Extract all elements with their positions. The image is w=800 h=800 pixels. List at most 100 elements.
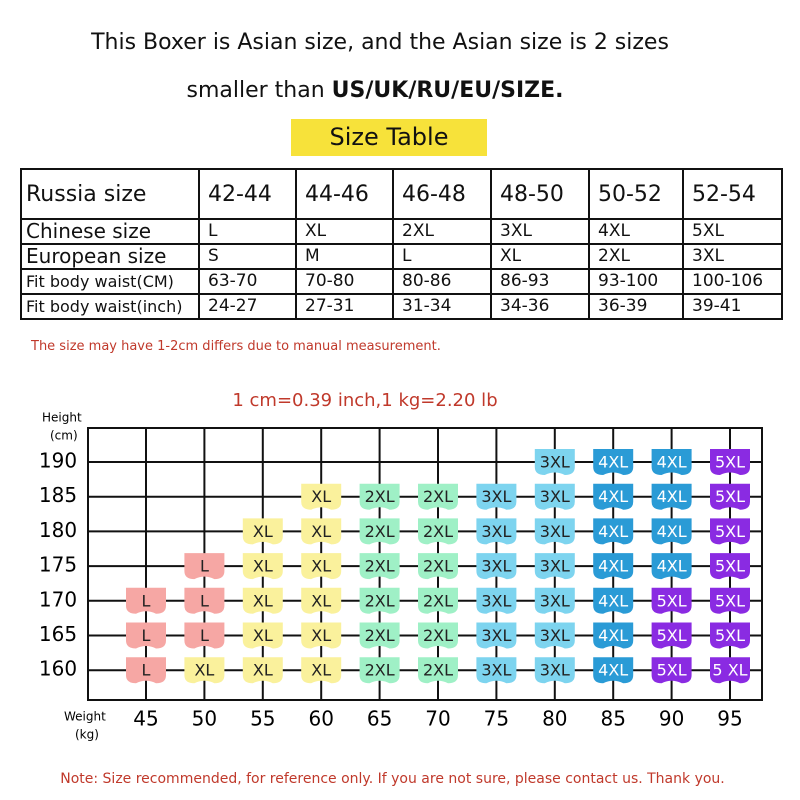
weight-label: 60 [308, 707, 333, 731]
table-cell: 34-36 [490, 293, 590, 320]
size-label: 4XL [598, 557, 628, 576]
table-cell: Russia size [20, 168, 200, 220]
height-label: 165 [39, 622, 77, 646]
size-badge [710, 657, 750, 684]
table-cell: XL [490, 243, 590, 270]
table-cell: 36-39 [588, 293, 684, 320]
table-cell: 93-100 [588, 268, 684, 295]
table-cell: L [198, 218, 297, 245]
size-badge [593, 518, 634, 545]
size-badge [301, 518, 342, 545]
table-row: European size S M L XL 2XL 3XL [20, 243, 783, 270]
table-cell: 100-106 [682, 268, 783, 295]
table-cell: 42-44 [198, 168, 297, 220]
table-cell: 70-80 [295, 268, 394, 295]
table-cell: S [198, 243, 297, 270]
headline-bold: US/UK/RU/EU/SIZE. [331, 78, 564, 103]
table-cell: 48-50 [490, 168, 590, 220]
size-label: 5XL [657, 591, 687, 610]
size-badge [418, 657, 458, 684]
table-row: Fit body waist(inch) 24-27 27-31 31-34 34-36… [20, 293, 783, 320]
size-label: 3XL [540, 626, 570, 645]
size-label: XL [311, 522, 331, 541]
size-badge [651, 622, 692, 649]
size-label: 2XL [365, 487, 395, 506]
size-label: 4XL [598, 487, 628, 506]
size-badge [184, 657, 225, 684]
y-title: (cm) [50, 429, 78, 443]
size-label: 5 XL [712, 661, 747, 680]
weight-label: 90 [659, 707, 684, 731]
size-label: L [200, 591, 209, 610]
size-label: XL [311, 557, 331, 576]
size-badge [534, 587, 575, 614]
size-badge [534, 483, 575, 510]
size-badge [593, 622, 634, 649]
size-label: L [142, 591, 151, 610]
weight-label: 95 [717, 707, 742, 731]
weight-label: 85 [600, 707, 625, 731]
size-badge [184, 622, 225, 649]
size-badge [418, 553, 458, 580]
size-badge [126, 587, 166, 614]
size-label: 4XL [657, 522, 687, 541]
size-badge [184, 587, 225, 614]
size-label: 3XL [481, 591, 511, 610]
size-label: 5XL [715, 557, 745, 576]
table-cell: 24-27 [198, 293, 297, 320]
size-table: Russia size 42-44 44-46 46-48 48-50 50-52 52-5… [20, 168, 783, 320]
size-label: 3XL [481, 557, 511, 576]
size-label: 2XL [423, 591, 453, 610]
size-badge [651, 553, 692, 580]
grid-border [87, 427, 763, 701]
size-badge [710, 622, 750, 649]
size-badge [593, 483, 634, 510]
height-label: 175 [39, 553, 77, 577]
size-badge [301, 657, 342, 684]
table-cell: European size [20, 243, 200, 270]
size-label: 2XL [365, 557, 395, 576]
conversion: 1 cm=0.39 inch,1 kg=2.20 lb [232, 390, 497, 411]
size-label: 4XL [657, 487, 687, 506]
weight-label: 50 [192, 707, 217, 731]
size-label: 5XL [657, 626, 687, 645]
headline-text: smaller than [186, 78, 325, 103]
size-badge [184, 553, 225, 580]
size-label: XL [311, 487, 331, 506]
size-badge [593, 657, 634, 684]
table-cell: 27-31 [295, 293, 394, 320]
size-label: 4XL [598, 522, 628, 541]
size-badge [418, 518, 458, 545]
table-cell: 52-54 [682, 168, 783, 220]
height-label: 185 [39, 483, 77, 507]
table-row: Fit body waist(CM) 63-70 70-80 80-86 86-93 93… [20, 268, 783, 295]
table-cell: 3XL [490, 218, 590, 245]
size-badge [301, 587, 342, 614]
size-badge [710, 518, 750, 545]
size-label: 3XL [540, 557, 570, 576]
size-badge [476, 587, 517, 614]
size-badge [476, 622, 517, 649]
size-badge [710, 553, 750, 580]
size-badge [651, 483, 692, 510]
weight-label: 70 [425, 707, 450, 731]
size-badge [476, 553, 517, 580]
size-label: 5XL [715, 487, 745, 506]
size-badge [593, 553, 634, 580]
size-label: 4XL [657, 453, 687, 472]
headline: This Boxer is Asian size, and the Asian … [91, 30, 669, 55]
weight-label: 80 [542, 707, 567, 731]
size-badge [476, 483, 517, 510]
size-label: XL [253, 522, 273, 541]
table-cell: 63-70 [198, 268, 297, 295]
size-badge [476, 657, 517, 684]
size-label: L [200, 626, 209, 645]
x-title: (kg) [75, 728, 99, 742]
size-label: 3XL [481, 626, 511, 645]
size-badge [242, 518, 283, 545]
footer: Note: Size recommended, for reference on… [60, 771, 725, 787]
table-row: Russia size 42-44 44-46 46-48 48-50 50-52 52-5… [20, 168, 783, 220]
size-badge [301, 622, 342, 649]
size-label: 2XL [365, 661, 395, 680]
